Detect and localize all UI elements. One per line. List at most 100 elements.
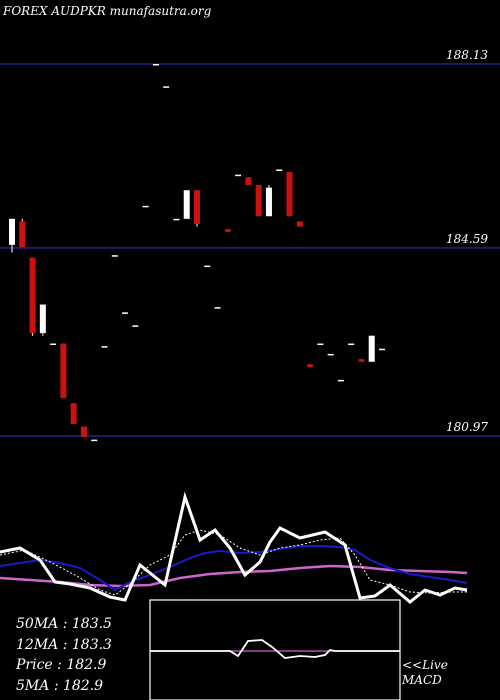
candle (379, 348, 385, 351)
ma-dotted-line (0, 529, 467, 596)
level-label: 180.97 (446, 420, 488, 434)
candle (358, 359, 365, 362)
candle (194, 190, 200, 227)
candle-body (132, 325, 139, 327)
candle-body (101, 346, 108, 348)
candle-body (142, 205, 149, 208)
candle (29, 257, 36, 336)
price-levels: 188.13 184.59 180.97 (0, 48, 500, 437)
candle-body (19, 221, 26, 248)
stat-value: : 183.3 (62, 636, 112, 653)
candle (183, 190, 190, 219)
candle-body (358, 359, 365, 362)
candlesticks (9, 64, 385, 442)
candle (235, 174, 242, 177)
level-label: 188.13 (446, 48, 488, 62)
candle (101, 346, 108, 348)
price-line (0, 491, 468, 604)
stat-5ma: 5MA : 182.9 (16, 676, 112, 697)
stat-label: Price (16, 657, 53, 673)
candle-body (255, 185, 262, 217)
candle-body (173, 218, 180, 221)
candle-body (60, 343, 67, 399)
candle (307, 364, 314, 367)
stat-value: : 182.9 (53, 677, 104, 694)
candle (286, 172, 293, 217)
candle (296, 221, 303, 227)
stat-50ma: 50MA : 183.5 (16, 614, 112, 635)
candle (60, 343, 67, 399)
candle-body (194, 190, 200, 225)
level-label: 184.59 (446, 232, 488, 246)
macd-panel (149, 599, 401, 700)
candle-body (368, 335, 375, 362)
candle (152, 64, 159, 66)
stat-price: Price : 182.9 (16, 655, 112, 676)
candle-body (317, 343, 324, 346)
candle-body (337, 379, 344, 382)
candle (163, 86, 170, 88)
candle-body (245, 177, 252, 186)
stat-12ma: 12MA : 183.3 (16, 635, 112, 656)
candle-body (183, 190, 190, 219)
candle (80, 426, 87, 438)
candle (214, 307, 221, 309)
stats-panel: 50MA : 183.5 12MA : 183.3 Price : 182.9 … (16, 614, 112, 696)
candle-body (9, 218, 15, 245)
macd-box (149, 599, 401, 700)
candle (173, 218, 180, 221)
candle-body (296, 221, 303, 227)
candle-body (80, 426, 87, 438)
candle (327, 353, 334, 356)
live-label: <<Live (402, 658, 448, 672)
candle-body (163, 86, 170, 88)
candle (39, 304, 46, 336)
stat-value: : 183.5 (62, 616, 112, 632)
candle-body (214, 307, 221, 309)
candle-body (276, 169, 283, 171)
candle-body (29, 257, 36, 334)
candle-body (307, 364, 314, 367)
live-macd-note: <<Live MACD (402, 658, 448, 688)
macd-label: MACD (402, 673, 442, 687)
candle-body (379, 348, 385, 351)
candle (265, 185, 272, 217)
candle (348, 343, 355, 346)
candle (70, 403, 77, 425)
candle (276, 169, 283, 171)
stat-label: 5MA (16, 677, 50, 694)
indicator-panel (0, 491, 468, 604)
candle-body (39, 304, 46, 334)
macd-line (150, 639, 400, 659)
candle-body (111, 255, 118, 257)
candle (245, 177, 252, 186)
candle (122, 312, 129, 314)
stat-label: 12MA (16, 636, 59, 653)
candle (368, 335, 375, 362)
candle (50, 343, 57, 346)
candle-body (70, 403, 77, 425)
candle (19, 218, 26, 248)
candle-body (286, 172, 293, 217)
candle (337, 379, 344, 382)
stat-value: : 182.9 (57, 657, 107, 673)
candle (9, 218, 15, 253)
candle (224, 229, 231, 232)
candle (132, 325, 139, 327)
candle-body (224, 229, 231, 232)
candle-body (122, 312, 129, 314)
candle-body (327, 353, 334, 356)
stat-label: 50MA (16, 616, 59, 632)
chart-title: FOREX AUDPKR munafasutra.org (3, 4, 212, 18)
candle-body (91, 439, 98, 442)
candle (204, 265, 211, 268)
candle-body (348, 343, 355, 346)
candle-body (152, 64, 159, 66)
candle-body (50, 343, 57, 346)
candle (255, 185, 262, 217)
candle (317, 343, 324, 346)
candle-body (204, 265, 211, 268)
candle-body (235, 174, 242, 177)
candle (111, 255, 118, 257)
